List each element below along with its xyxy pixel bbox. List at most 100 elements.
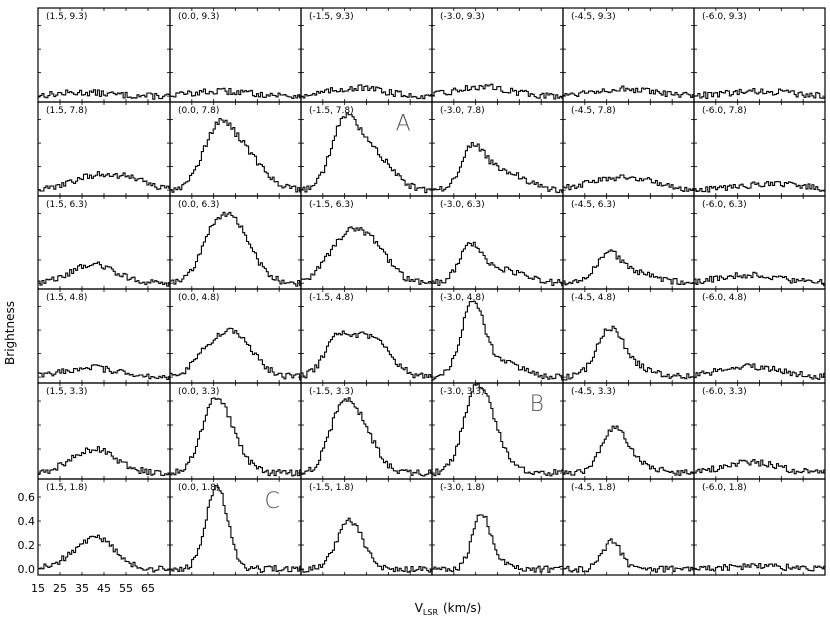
spectrum-line bbox=[694, 180, 825, 193]
region-label-a: A bbox=[396, 112, 411, 137]
spectrum-line bbox=[301, 397, 432, 477]
spectrum-line bbox=[170, 211, 301, 287]
panel-position-label: (1.5, 6.3) bbox=[46, 200, 87, 210]
x-axis-title-v: V bbox=[415, 601, 424, 615]
spectrum-line bbox=[38, 446, 170, 476]
spectrum-panel: (1.5, 7.8) bbox=[37, 101, 171, 197]
spectrum-panel: (1.5, 6.3) bbox=[37, 195, 171, 290]
x-tick-label: 25 bbox=[53, 582, 67, 595]
panel-frame bbox=[37, 101, 171, 197]
panel-frame bbox=[169, 101, 302, 197]
spectrum-panel: (-6.0, 7.8) bbox=[693, 101, 826, 197]
spectrum-line bbox=[563, 249, 694, 286]
panel-position-label: (0.0, 9.3) bbox=[178, 12, 219, 22]
spectrum-line bbox=[301, 84, 432, 100]
panel-position-label: (-3.0, 6.3) bbox=[440, 200, 485, 210]
panel-position-label: (-6.0, 1.8) bbox=[702, 483, 747, 493]
panel-position-label: (0.0, 6.3) bbox=[178, 200, 219, 210]
spectrum-panel: (-1.5, 7.8) bbox=[300, 101, 433, 197]
y-axis-title: Brightness bbox=[3, 301, 17, 365]
spectrum-line bbox=[170, 484, 301, 573]
x-axis-title-unit: (km/s) bbox=[443, 601, 481, 615]
spectrum-line bbox=[432, 83, 563, 100]
panel-position-label: (0.0, 4.8) bbox=[178, 293, 219, 303]
spectrum-line bbox=[694, 459, 825, 475]
spectrum-panel: (-6.0, 9.3) bbox=[693, 7, 826, 103]
region-label-b: B bbox=[530, 392, 544, 417]
spectrum-line bbox=[301, 330, 432, 379]
panel-frame bbox=[562, 478, 695, 576]
panel-position-label: (1.5, 7.8) bbox=[46, 106, 87, 116]
spectrum-panel: (-3.0, 9.3) bbox=[431, 7, 564, 103]
panel-position-label: (-1.5, 7.8) bbox=[309, 106, 354, 116]
spectrum-panel: (-4.5, 9.3) bbox=[562, 7, 695, 103]
spectrum-panel: (0.0, 7.8) bbox=[169, 101, 302, 197]
spectrum-line bbox=[38, 534, 170, 573]
panel-frame bbox=[431, 7, 564, 103]
spectrum-line bbox=[38, 364, 170, 380]
spectrum-panel: (-6.0, 4.8) bbox=[693, 288, 826, 384]
region-label-c: C bbox=[264, 489, 279, 514]
panel-frame bbox=[300, 478, 433, 576]
panel-frame bbox=[431, 478, 564, 576]
spectrum-panel: (-4.5, 1.8) bbox=[562, 478, 695, 576]
panel-frame bbox=[693, 478, 826, 576]
spectrum-panel: (-6.0, 1.8) bbox=[693, 478, 826, 576]
spectrum-line bbox=[38, 171, 170, 192]
spectrum-panel: (-4.5, 3.3) bbox=[562, 382, 695, 480]
spectrum-panel: (-3.0, 1.8) bbox=[431, 478, 564, 576]
spectrum-panel: (-4.5, 7.8) bbox=[562, 101, 695, 197]
spectrum-panel: (0.0, 1.8) bbox=[169, 478, 302, 576]
panel-frame bbox=[37, 7, 171, 103]
spectrum-panel: (-4.5, 4.8) bbox=[562, 288, 695, 384]
spectrum-panel: (-3.0, 7.8) bbox=[431, 101, 564, 197]
panel-position-label: (-1.5, 3.3) bbox=[309, 387, 354, 397]
panel-position-label: (-6.0, 3.3) bbox=[702, 387, 747, 397]
spectrum-line bbox=[432, 241, 563, 287]
panel-position-label: (-4.5, 6.3) bbox=[571, 200, 616, 210]
panel-position-label: (-6.0, 6.3) bbox=[702, 200, 747, 210]
y-tick-label: 0.6 bbox=[18, 491, 36, 504]
panel-position-label: (-6.0, 7.8) bbox=[702, 106, 747, 116]
spectrum-line bbox=[301, 226, 432, 285]
panel-position-label: (1.5, 1.8) bbox=[46, 483, 87, 493]
spectrum-line bbox=[432, 514, 563, 573]
spectrum-panel: (0.0, 3.3) bbox=[169, 382, 302, 480]
spectrum-panel: (-3.0, 4.8) bbox=[431, 288, 564, 384]
spectrum-panel: (-4.5, 6.3) bbox=[562, 195, 695, 290]
panel-position-label: (1.5, 9.3) bbox=[46, 12, 87, 22]
spectrum-line bbox=[432, 383, 563, 477]
spectrum-line bbox=[563, 174, 694, 193]
panel-position-label: (-4.5, 7.8) bbox=[571, 106, 616, 116]
spectrum-panel: (0.0, 6.3) bbox=[169, 195, 302, 290]
spectrum-panel: (0.0, 4.8) bbox=[169, 288, 302, 384]
spectrum-panel: (1.5, 3.3) bbox=[37, 382, 171, 480]
spectrum-line bbox=[170, 117, 301, 193]
panel-position-label: (-4.5, 1.8) bbox=[571, 483, 616, 493]
panel-frame bbox=[169, 7, 302, 103]
panel-position-label: (1.5, 4.8) bbox=[46, 293, 87, 303]
panel-position-label: (-3.0, 7.8) bbox=[440, 106, 485, 116]
spectrum-line bbox=[301, 112, 432, 194]
panel-position-label: (0.0, 7.8) bbox=[178, 106, 219, 116]
panel-frame bbox=[300, 101, 433, 197]
panel-position-label: (-1.5, 1.8) bbox=[309, 483, 354, 493]
spectrum-line bbox=[694, 363, 825, 380]
x-tick-label: 55 bbox=[119, 582, 133, 595]
spectrum-panel: (-6.0, 3.3) bbox=[693, 382, 826, 480]
x-tick-label: 65 bbox=[141, 582, 155, 595]
spectrum-line bbox=[301, 517, 432, 573]
spectrum-panel: (-1.5, 3.3) bbox=[300, 382, 433, 480]
panel-frame bbox=[300, 382, 433, 480]
spectrum-line bbox=[432, 300, 563, 381]
panel-position-label: (-6.0, 9.3) bbox=[702, 12, 747, 22]
panel-position-label: (-4.5, 3.3) bbox=[571, 387, 616, 397]
panel-frame bbox=[169, 382, 302, 480]
panel-frame bbox=[431, 288, 564, 384]
spectrum-line bbox=[563, 85, 694, 99]
panel-frame bbox=[300, 7, 433, 103]
panel-position-label: (-4.5, 9.3) bbox=[571, 12, 616, 22]
panel-frame bbox=[300, 288, 433, 384]
x-axis-title: VLSR (km/s) bbox=[415, 601, 482, 617]
